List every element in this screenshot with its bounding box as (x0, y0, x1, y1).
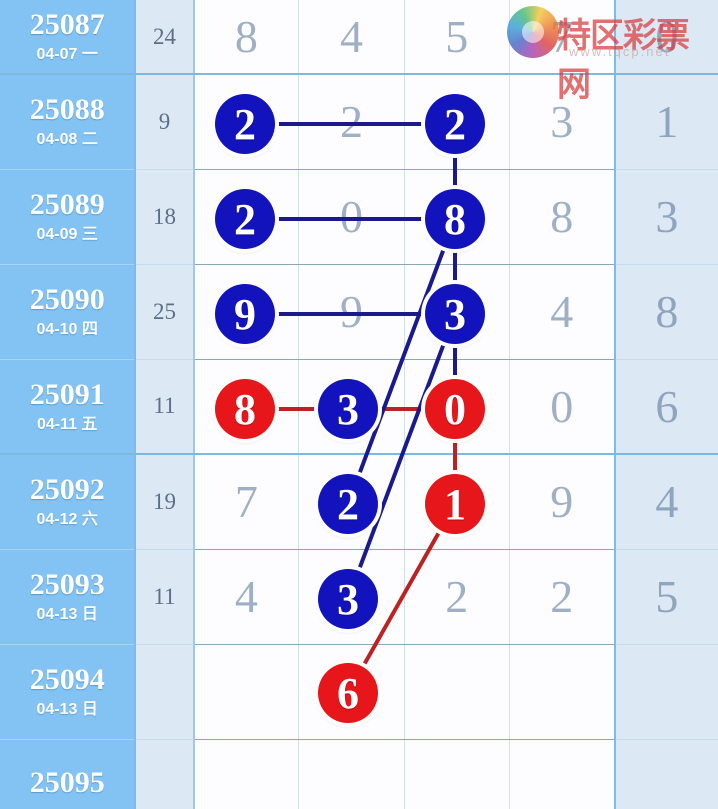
digit-cell (298, 739, 405, 809)
digit-cell (404, 739, 510, 809)
digit-cell: 8 (404, 169, 510, 265)
digit-cell: 3 (404, 264, 510, 360)
digit-cell: 2 (298, 74, 405, 170)
swirl-logo-icon (507, 6, 559, 58)
issue-date: 04-08 二 (36, 131, 98, 149)
table-row: 25094 04-13 日 (0, 644, 718, 740)
digit-cell (193, 739, 300, 809)
last-digit-cell: 4 (613, 454, 718, 550)
issue-cell[interactable]: 25089 04-09 三 (0, 169, 137, 265)
sum-cell: 18 (135, 169, 195, 265)
issue-cell[interactable]: 25095 (0, 739, 137, 809)
issue-date: 04-10 四 (36, 321, 98, 338)
last-digit-cell (613, 644, 718, 740)
digit-cell: 0 (509, 359, 616, 455)
digit-cell: 0 (298, 169, 405, 265)
digit-cell: 4 (193, 549, 300, 645)
watermark-text: 特区彩票网 (557, 16, 690, 105)
issue-number: 25090 (29, 283, 105, 316)
last-digit-cell: 6 (613, 359, 718, 455)
digit-cell: 5 (404, 0, 510, 75)
issue-cell[interactable]: 25088 04-08 二 (0, 74, 137, 170)
sum-cell: 11 (135, 549, 195, 645)
digit-cell (193, 644, 300, 740)
digit-cell: 1 (404, 454, 510, 550)
issue-cell[interactable]: 25087 04-07 一 (0, 0, 137, 75)
table-row: 25087 04-07 一 24 8 4 5 7 0 (0, 0, 718, 75)
sum-cell (135, 739, 195, 809)
issue-date: 04-09 三 (36, 226, 98, 243)
sum-cell: 11 (135, 359, 195, 455)
digit-cell: 9 (509, 454, 616, 550)
digit-cell: 3 (509, 74, 616, 170)
digit-cell: 2 (298, 454, 405, 550)
issue-number: 25092 (29, 473, 105, 507)
digit-cell: 8 (193, 0, 300, 75)
sum-cell: 19 (135, 454, 195, 550)
digit-cell: 8 (509, 169, 616, 265)
digit-cell: 2 (193, 74, 300, 170)
digit-cell: 2 (404, 74, 510, 170)
issue-date: 04-12 六 (36, 511, 98, 529)
issue-number: 25088 (29, 93, 105, 127)
digit-cell: 8 (193, 359, 300, 455)
digit-cell: 3 (298, 359, 405, 455)
watermark-url: www.tqcp.net (569, 44, 671, 59)
last-digit-cell: 3 (613, 169, 718, 265)
digit-cell: 9 (298, 264, 405, 360)
issue-number: 25095 (29, 766, 105, 799)
digit-cell: 4 (298, 0, 405, 75)
digit-cell: 2 (509, 549, 616, 645)
digit-cell (509, 739, 616, 809)
digit-cell: 4 (509, 264, 616, 360)
issue-number: 25093 (29, 568, 105, 601)
last-digit-cell (613, 739, 718, 809)
table-row: 25095 (0, 739, 718, 809)
issue-cell[interactable]: 25092 04-12 六 (0, 454, 137, 550)
issue-number: 25094 (29, 663, 105, 696)
sum-cell (135, 644, 195, 740)
last-digit-cell: 5 (613, 549, 718, 645)
last-digit-cell: 0 (613, 0, 718, 75)
sum-cell: 25 (135, 264, 195, 360)
digit-cell: 2 (404, 549, 510, 645)
digit-cell (298, 644, 405, 740)
issue-cell[interactable]: 25093 04-13 日 (0, 549, 137, 645)
last-digit-cell: 8 (613, 264, 718, 360)
site-watermark: 特区彩票网 www.tqcp.net (505, 2, 718, 105)
sum-cell: 24 (135, 0, 195, 75)
issue-date: 04-13 日 (36, 701, 98, 718)
digit-cell: 9 (193, 264, 300, 360)
digit-cell: 7 (193, 454, 300, 550)
issue-date: 04-11 五 (36, 415, 98, 433)
issue-date: 04-07 一 (36, 46, 98, 63)
last-digit-cell: 1 (613, 74, 718, 170)
issue-cell[interactable]: 25090 04-10 四 (0, 264, 137, 360)
issue-number: 25089 (29, 188, 105, 221)
digit-cell (404, 644, 510, 740)
digit-cell: 0 (404, 359, 510, 455)
issue-number: 25087 (29, 8, 105, 41)
issue-date: 04-13 日 (36, 606, 98, 623)
issue-cell[interactable]: 25094 04-13 日 (0, 644, 137, 740)
digit-cell: 3 (298, 549, 405, 645)
issue-number: 25091 (29, 377, 105, 411)
sum-cell: 9 (135, 74, 195, 170)
digit-cell (509, 644, 616, 740)
digit-cell: 2 (193, 169, 300, 265)
issue-cell[interactable]: 25091 04-11 五 (0, 359, 137, 455)
